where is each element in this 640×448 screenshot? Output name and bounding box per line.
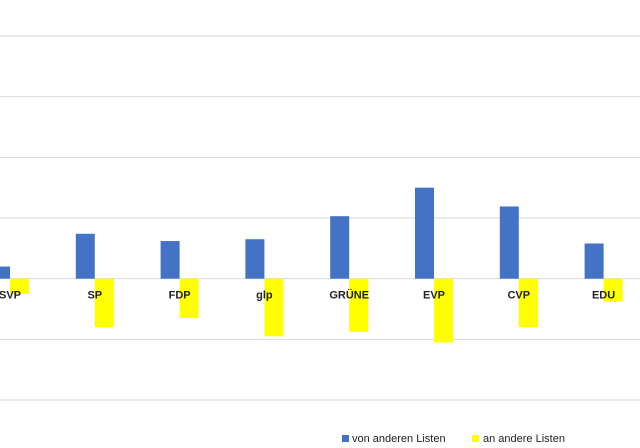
category-label: SP bbox=[87, 290, 102, 302]
bar-an-andere-listen-grüne bbox=[349, 278, 369, 333]
bar-an-andere-listen-fdp bbox=[179, 278, 199, 319]
bars bbox=[0, 187, 623, 343]
category-label: FDP bbox=[169, 290, 191, 302]
category-labels: SVP SP FDP glp GRÜNE EVP CVP EDU bbox=[0, 289, 615, 302]
bar-von-anderen-listen-sp bbox=[75, 233, 95, 279]
legend-swatch-von-anderen-listen bbox=[342, 435, 349, 442]
bar-an-andere-listen-sp bbox=[94, 278, 114, 328]
bar-von-anderen-listen-grüne bbox=[330, 216, 350, 279]
bar-an-andere-listen-cvp bbox=[518, 278, 538, 328]
bar-von-anderen-listen-edu bbox=[584, 243, 604, 279]
bar-von-anderen-listen-glp bbox=[245, 239, 265, 279]
legend: von anderen Listen an andere Listen bbox=[342, 433, 565, 445]
category-label: EVP bbox=[423, 290, 445, 302]
legend-label-von-anderen-listen: von anderen Listen bbox=[352, 433, 446, 445]
category-label: EDU bbox=[592, 290, 615, 302]
bar-an-andere-listen-evp bbox=[434, 278, 453, 343]
legend-label-an-andere-listen: an andere Listen bbox=[483, 433, 565, 445]
bar-von-anderen-listen-cvp bbox=[499, 206, 519, 279]
gridlines bbox=[0, 35, 640, 401]
category-label: SVP bbox=[0, 290, 21, 302]
bar-an-andere-listen-glp bbox=[264, 278, 284, 337]
category-label: GRÜNE bbox=[329, 289, 369, 302]
bar-an-andere-listen-svp bbox=[10, 278, 29, 294]
bar-von-anderen-listen-evp bbox=[415, 187, 434, 279]
bar-an-andere-listen-edu bbox=[603, 278, 623, 302]
bar-von-anderen-listen-fdp bbox=[160, 241, 180, 279]
category-label: CVP bbox=[507, 290, 530, 302]
legend-swatch-an-andere-listen bbox=[472, 435, 479, 442]
bar-von-anderen-listen-svp bbox=[0, 266, 10, 279]
category-label: glp bbox=[256, 290, 273, 302]
